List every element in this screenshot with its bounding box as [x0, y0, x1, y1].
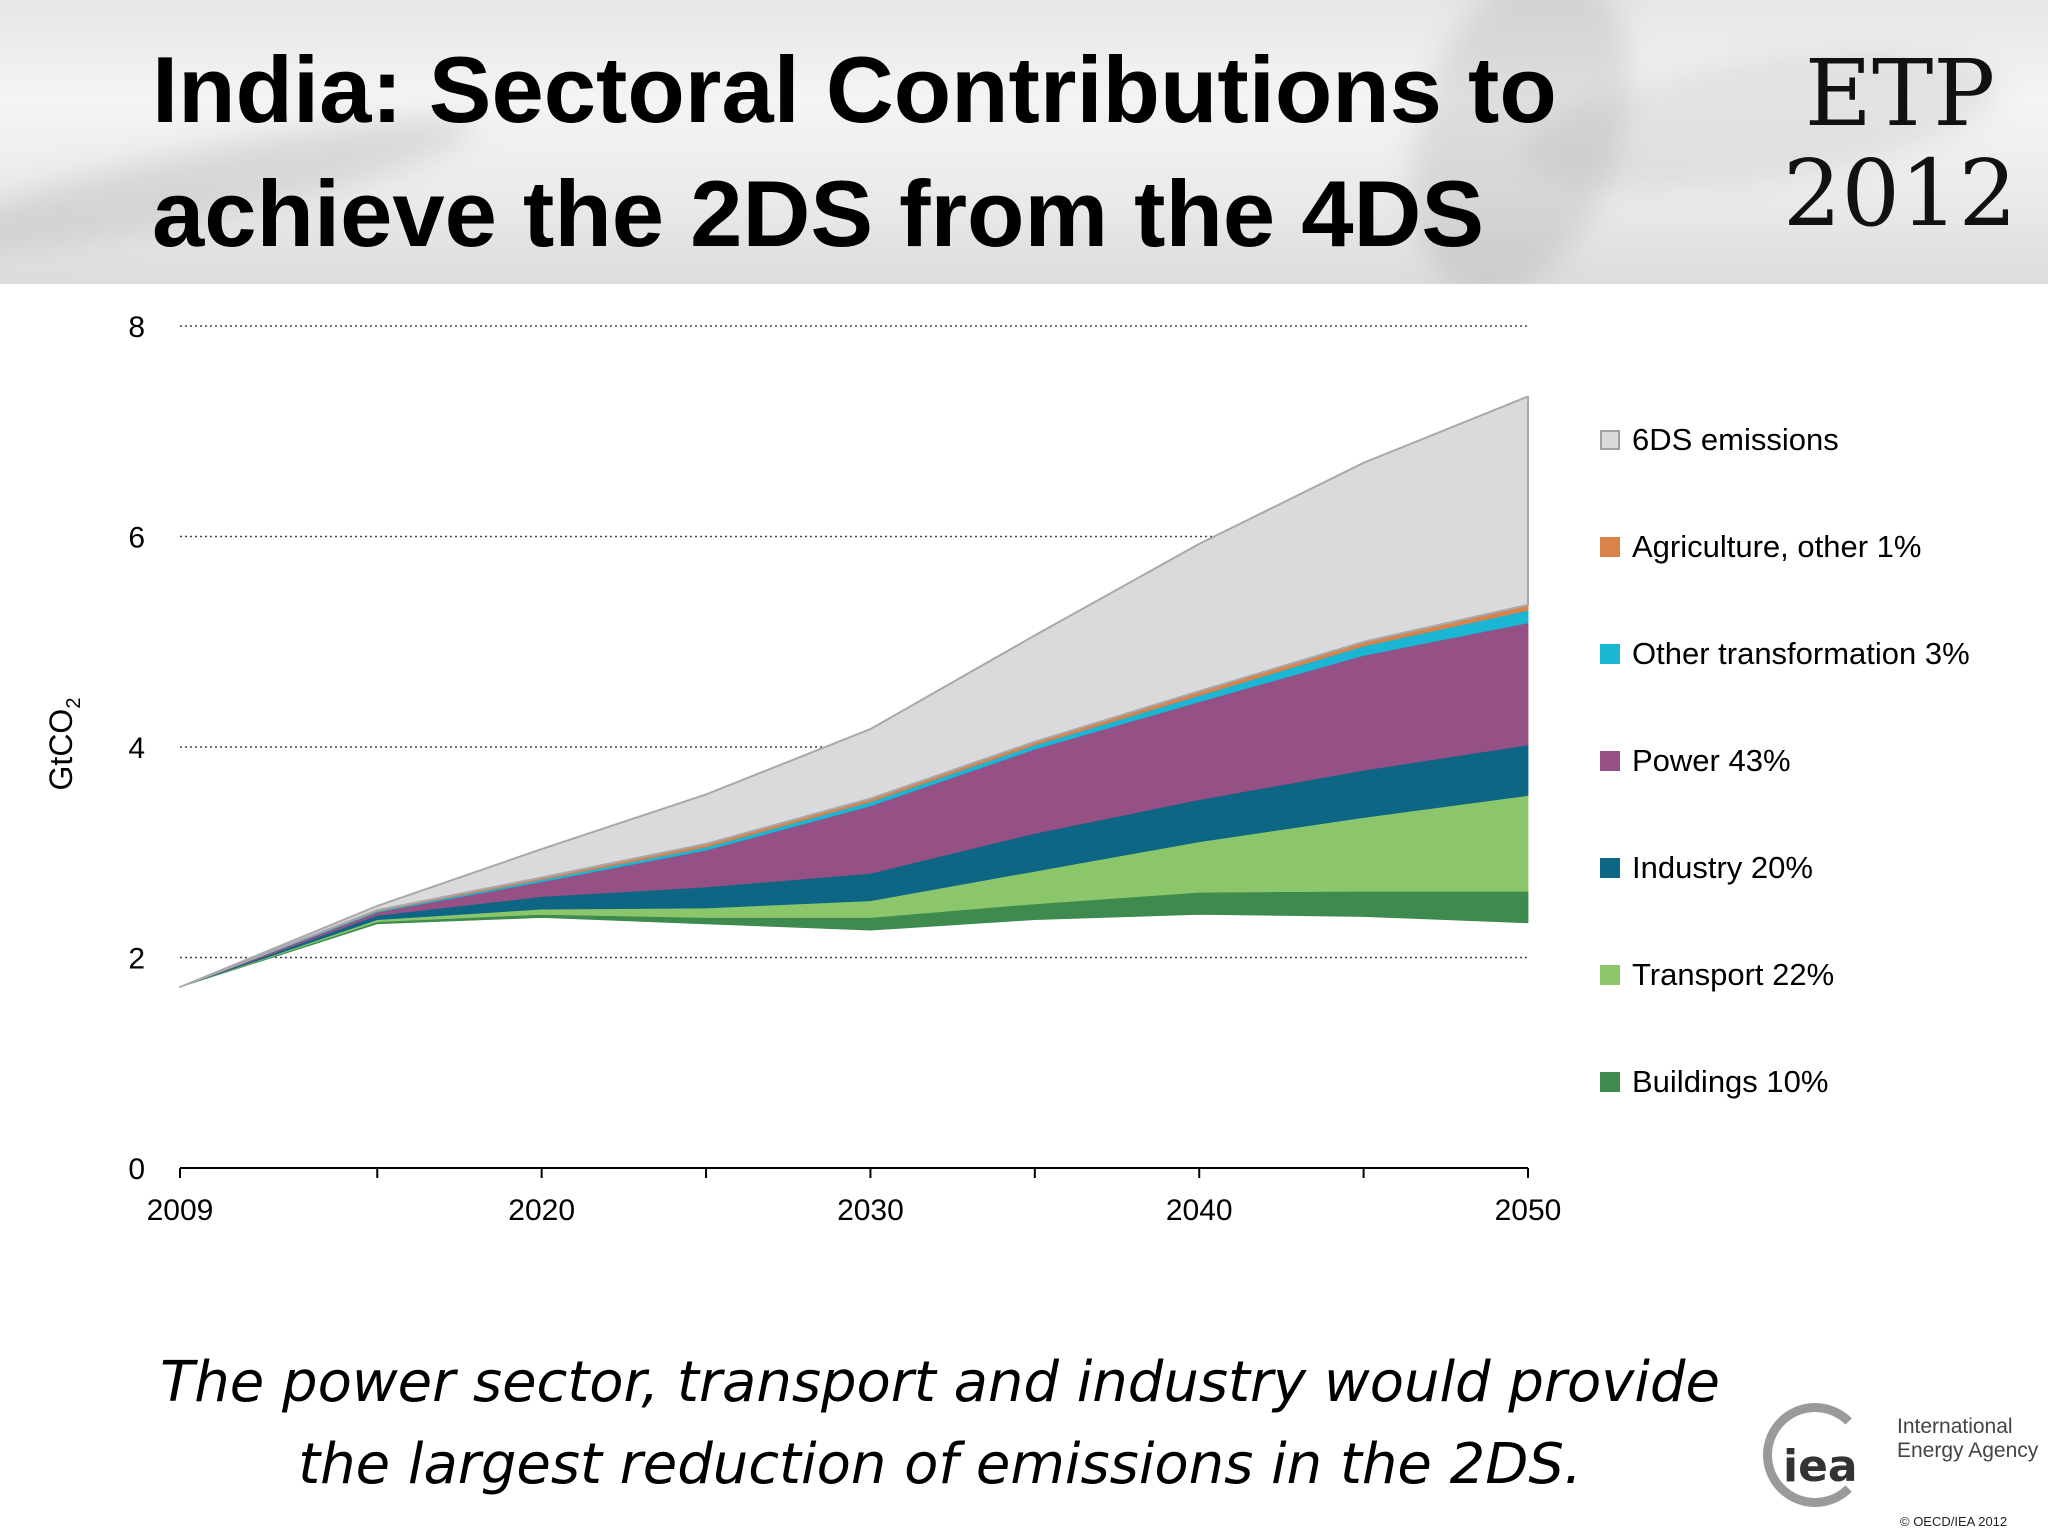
chart-areas: [179, 395, 1529, 988]
legend-item: Industry 20%: [1600, 848, 1813, 888]
legend-label: Power 43%: [1632, 743, 1791, 778]
legend-swatch: [1600, 644, 1620, 664]
legend-item: 6DS emissions: [1600, 420, 1839, 460]
slide-caption: The power sector, transport and industry…: [120, 1342, 1760, 1506]
etp-2012-logo: ETP 2012: [1780, 44, 2020, 244]
iea-name-line2: Energy Agency: [1897, 1439, 2039, 1462]
x-tick-label: 2040: [1166, 1194, 1233, 1227]
iea-logo-mark: iea: [1783, 1441, 1858, 1492]
y-tick-label: 4: [128, 732, 145, 765]
legend-label: Other transformation 3%: [1632, 636, 1970, 671]
caption-line1: The power sector, transport and industry…: [160, 1350, 1720, 1415]
legend-swatch: [1600, 1072, 1620, 1092]
x-tick-label: 2050: [1495, 1194, 1562, 1227]
legend-swatch: [1600, 965, 1620, 985]
y-tick-label: 2: [128, 943, 145, 976]
legend-swatch: [1600, 430, 1620, 450]
iea-logo: iea International Energy Agency: [1755, 1395, 2045, 1535]
legend-swatch: [1600, 858, 1620, 878]
legend-swatch: [1600, 537, 1620, 557]
iea-logo-circle: [1763, 1403, 1867, 1507]
legend-label: Transport 22%: [1632, 957, 1835, 992]
legend-label: Industry 20%: [1632, 850, 1813, 885]
y-tick-label: 6: [128, 522, 145, 555]
legend-item: Power 43%: [1600, 741, 1791, 781]
etp-logo-line1: ETP: [1804, 40, 1996, 147]
slide-title-line2: achieve the 2DS from the 4DS: [152, 161, 1485, 266]
y-axis-label: GtCO2: [43, 698, 85, 791]
copyright-notice: © OECD/IEA 2012: [1900, 1514, 2008, 1529]
legend-swatch: [1600, 751, 1620, 771]
y-tick-label: 8: [128, 311, 145, 344]
y-axis-label-subscript: 2: [63, 698, 85, 709]
x-tick-label: 2009: [147, 1194, 214, 1227]
y-axis-label-main: GtCO: [43, 709, 79, 791]
slide-title: India: Sectoral Contributions to achieve…: [152, 28, 1712, 276]
iea-name-line1: International: [1897, 1415, 2013, 1438]
legend-label: Buildings 10%: [1632, 1064, 1829, 1099]
legend-item: Agriculture, other 1%: [1600, 527, 1921, 567]
legend-label: 6DS emissions: [1632, 422, 1839, 457]
legend-item: Transport 22%: [1600, 955, 1834, 995]
chart-axes: 0 2 4 6 8 2009 2020 2030 2040 2050: [128, 311, 1561, 1227]
etp-logo-line2: 2012: [1782, 140, 2018, 247]
legend-item: Buildings 10%: [1600, 1062, 1828, 1102]
slide-title-line1: India: Sectoral Contributions to: [152, 37, 1557, 142]
iea-logo-name: International Energy Agency: [1897, 1415, 2047, 1463]
slide-header: India: Sectoral Contributions to achieve…: [0, 0, 2048, 284]
area-6ds-emissions: [179, 395, 1529, 988]
x-tick-label: 2030: [837, 1194, 904, 1227]
x-tick-label: 2020: [508, 1194, 575, 1227]
legend-label: Agriculture, other 1%: [1632, 529, 1922, 564]
y-axis-title: GtCO2: [43, 698, 85, 791]
caption-line2: the largest reduction of emissions in th…: [298, 1432, 1582, 1497]
legend-item: Other transformation 3%: [1600, 634, 1970, 674]
y-tick-label: 0: [128, 1153, 145, 1186]
